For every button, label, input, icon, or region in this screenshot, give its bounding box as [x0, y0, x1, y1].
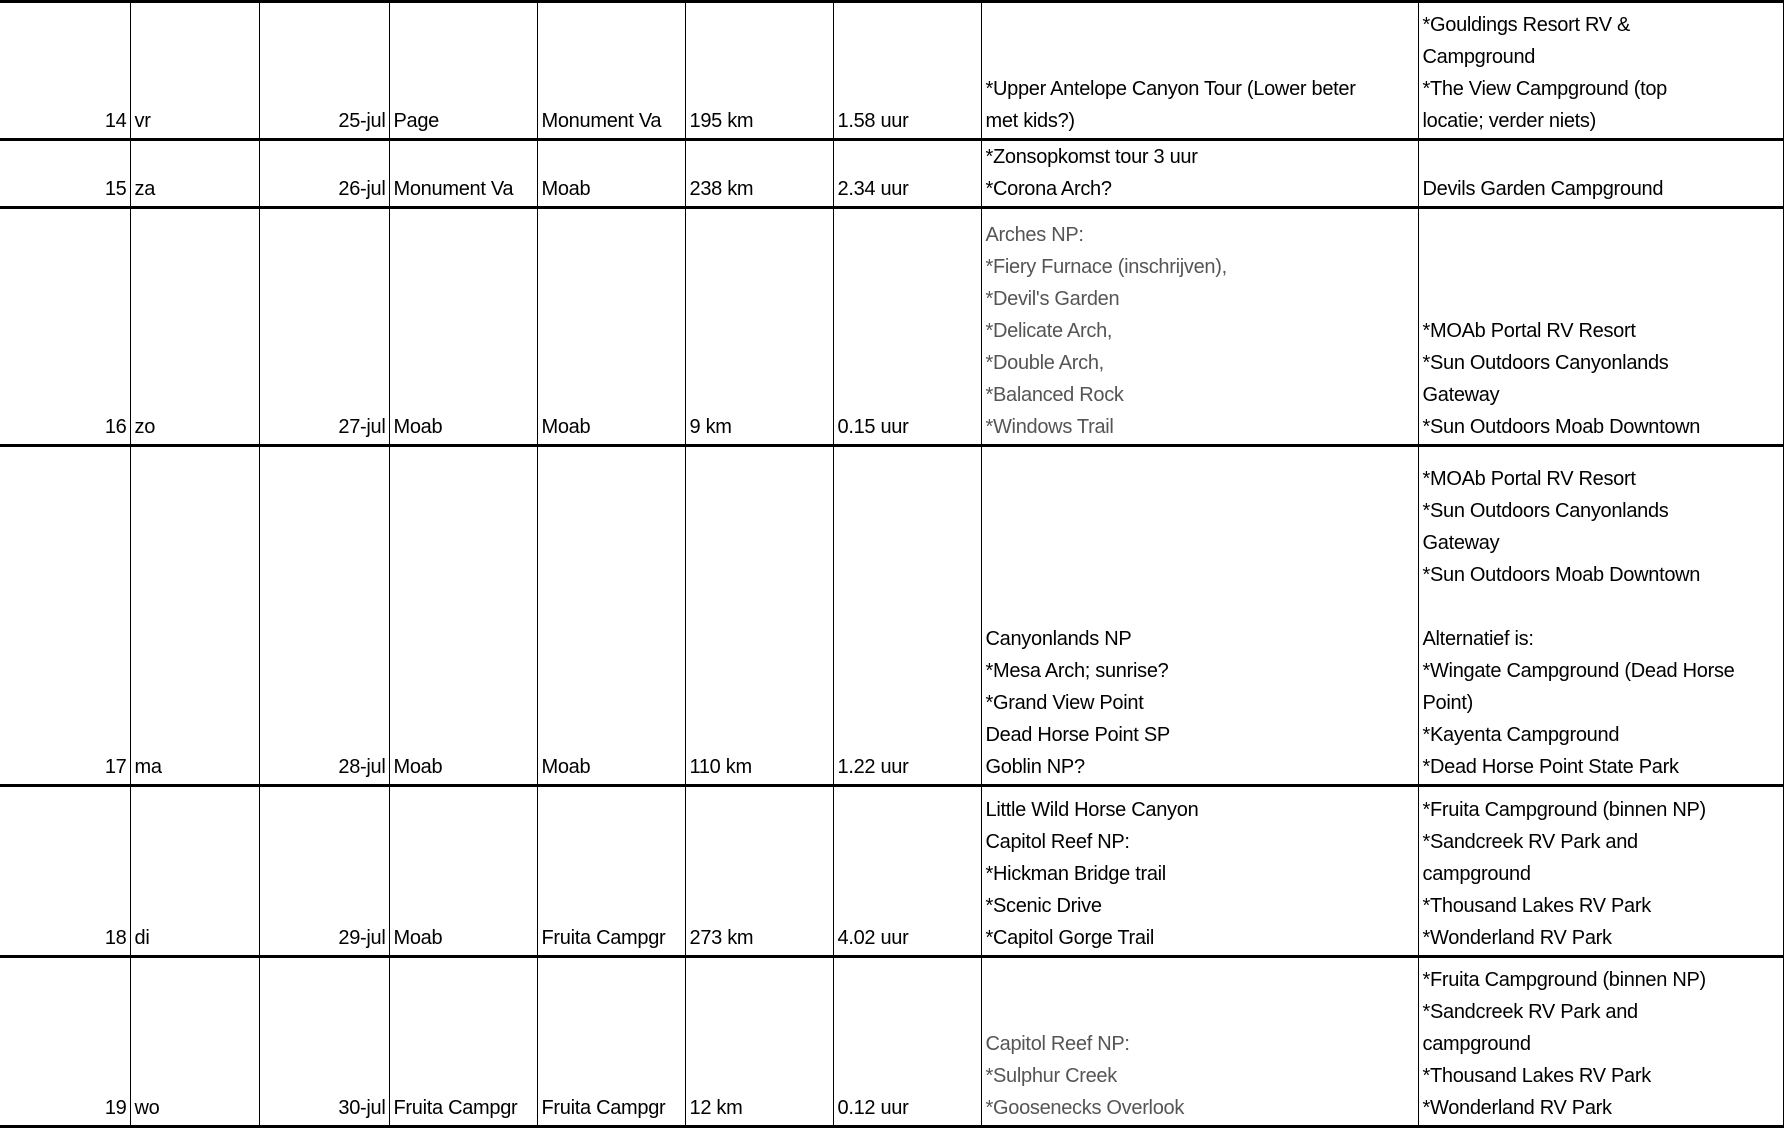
date-cell[interactable]: 30-jul [258, 955, 390, 1128]
activities-cell[interactable]: *Upper Antelope Canyon Tour (Lower beter… [980, 0, 1419, 141]
date-cell[interactable]: 28-jul [258, 444, 390, 787]
date-cell[interactable]: 26-jul [258, 138, 390, 209]
duration-cell[interactable]: 1.22 uur [832, 444, 982, 787]
activities-cell[interactable]: *Zonsopkomst tour 3 uur *Corona Arch? [980, 138, 1419, 209]
campsites-cell[interactable]: *Gouldings Resort RV & Campground *The V… [1417, 0, 1784, 141]
distance-cell[interactable]: 238 km [684, 138, 834, 209]
day-number-cell[interactable]: 16 [0, 206, 131, 447]
weekday-cell[interactable]: zo [129, 206, 260, 447]
activities-cell[interactable]: Capitol Reef NP: *Sulphur Creek *Goosene… [980, 955, 1419, 1128]
from-location-cell[interactable]: Moab [388, 784, 538, 958]
table-row: 14 vr 25-jul Page Monument Va 195 km 1.58 uur *… [0, 0, 1784, 141]
to-location-cell[interactable]: Moab [536, 138, 686, 209]
duration-cell[interactable]: 2.34 uur [832, 138, 982, 209]
activities-cell[interactable]: Canyonlands NP *Mesa Arch; sunrise? *Gra… [980, 444, 1419, 787]
table-row: 18 di 29-jul Moab Fruita Campgr 273 km 4.02 uu… [0, 784, 1784, 958]
weekday-cell[interactable]: di [129, 784, 260, 958]
day-number-cell[interactable]: 17 [0, 444, 131, 787]
campsites-cell[interactable]: *Fruita Campground (binnen NP) *Sandcree… [1417, 955, 1784, 1128]
date-cell[interactable]: 29-jul [258, 784, 390, 958]
campsites-cell[interactable]: *MOAb Portal RV Resort *Sun Outdoors Can… [1417, 444, 1784, 787]
weekday-cell[interactable]: vr [129, 0, 260, 141]
weekday-cell[interactable]: wo [129, 955, 260, 1128]
campsites-cell[interactable]: *Fruita Campground (binnen NP) *Sandcree… [1417, 784, 1784, 958]
to-location-cell[interactable]: Moab [536, 206, 686, 447]
to-location-cell[interactable]: Monument Va [536, 0, 686, 141]
activities-cell[interactable]: Little Wild Horse Canyon Capitol Reef NP… [980, 784, 1419, 958]
duration-cell[interactable]: 1.58 uur [832, 0, 982, 141]
duration-cell[interactable]: 0.12 uur [832, 955, 982, 1128]
activities-cell[interactable]: Arches NP: *Fiery Furnace (inschrijven),… [980, 206, 1419, 447]
table-row: 17 ma 28-jul Moab Moab 110 km 1.22 uur Canyonla… [0, 444, 1784, 787]
duration-cell[interactable]: 0.15 uur [832, 206, 982, 447]
campsites-cell[interactable]: Devils Garden Campground [1417, 138, 1784, 209]
day-number-cell[interactable]: 19 [0, 955, 131, 1128]
table-row: 15 za 26-jul Monument Va Moab 238 km 2.34 uur *… [0, 138, 1784, 209]
day-number-cell[interactable]: 15 [0, 138, 131, 209]
distance-cell[interactable]: 273 km [684, 784, 834, 958]
from-location-cell[interactable]: Moab [388, 444, 538, 787]
date-cell[interactable]: 25-jul [258, 0, 390, 141]
from-location-cell[interactable]: Moab [388, 206, 538, 447]
distance-cell[interactable]: 9 km [684, 206, 834, 447]
date-cell[interactable]: 27-jul [258, 206, 390, 447]
from-location-cell[interactable]: Fruita Campgr [388, 955, 538, 1128]
to-location-cell[interactable]: Fruita Campgr [536, 784, 686, 958]
distance-cell[interactable]: 12 km [684, 955, 834, 1128]
from-location-cell[interactable]: Page [388, 0, 538, 141]
day-number-cell[interactable]: 18 [0, 784, 131, 958]
duration-cell[interactable]: 4.02 uur [832, 784, 982, 958]
distance-cell[interactable]: 110 km [684, 444, 834, 787]
distance-cell[interactable]: 195 km [684, 0, 834, 141]
from-location-cell[interactable]: Monument Va [388, 138, 538, 209]
table-row: 19 wo 30-jul Fruita Campgr Fruita Campgr 12 k… [0, 955, 1784, 1128]
weekday-cell[interactable]: za [129, 138, 260, 209]
day-number-cell[interactable]: 14 [0, 0, 131, 141]
to-location-cell[interactable]: Fruita Campgr [536, 955, 686, 1128]
to-location-cell[interactable]: Moab [536, 444, 686, 787]
weekday-cell[interactable]: ma [129, 444, 260, 787]
campsites-cell[interactable]: *MOAb Portal RV Resort *Sun Outdoors Can… [1417, 206, 1784, 447]
table-row: 16 zo 27-jul Moab Moab 9 km 0.15 uur Arches NP:… [0, 206, 1784, 447]
